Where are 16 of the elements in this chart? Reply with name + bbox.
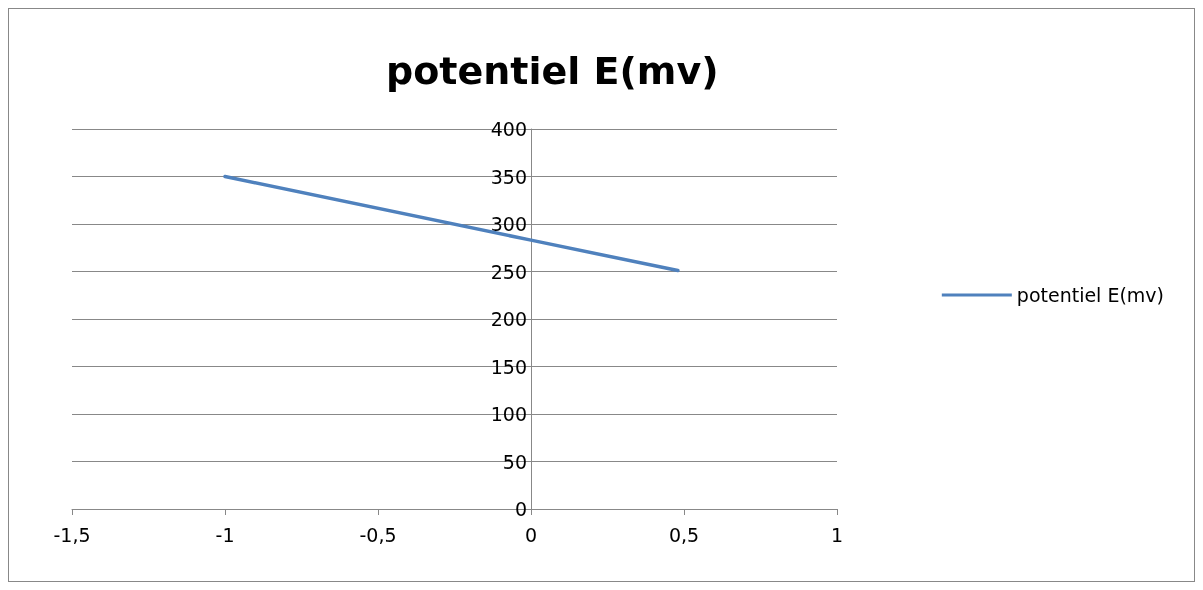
x-tick-label: 0,5 <box>668 523 700 546</box>
legend-label: potentiel E(mv) <box>1016 284 1164 306</box>
y-tick-label: 100 <box>490 403 527 425</box>
y-tick-label: 400 <box>490 118 527 140</box>
y-tick-label: 50 <box>502 450 527 473</box>
chart-title: potentiel E(mv) <box>386 49 719 93</box>
x-tick-label: 1 <box>830 523 844 546</box>
x-tick-label: -1,5 <box>53 523 91 546</box>
x-tick-label: -0,5 <box>359 523 397 546</box>
x-tick-label: -1 <box>215 523 235 546</box>
y-tick-label: 200 <box>490 308 527 330</box>
y-tick-label: 150 <box>490 355 527 378</box>
y-tick-label: 350 <box>490 165 527 188</box>
y-tick-label: 0 <box>514 498 527 520</box>
y-tick-label: 250 <box>490 260 527 283</box>
y-tick-label: 300 <box>490 213 527 235</box>
